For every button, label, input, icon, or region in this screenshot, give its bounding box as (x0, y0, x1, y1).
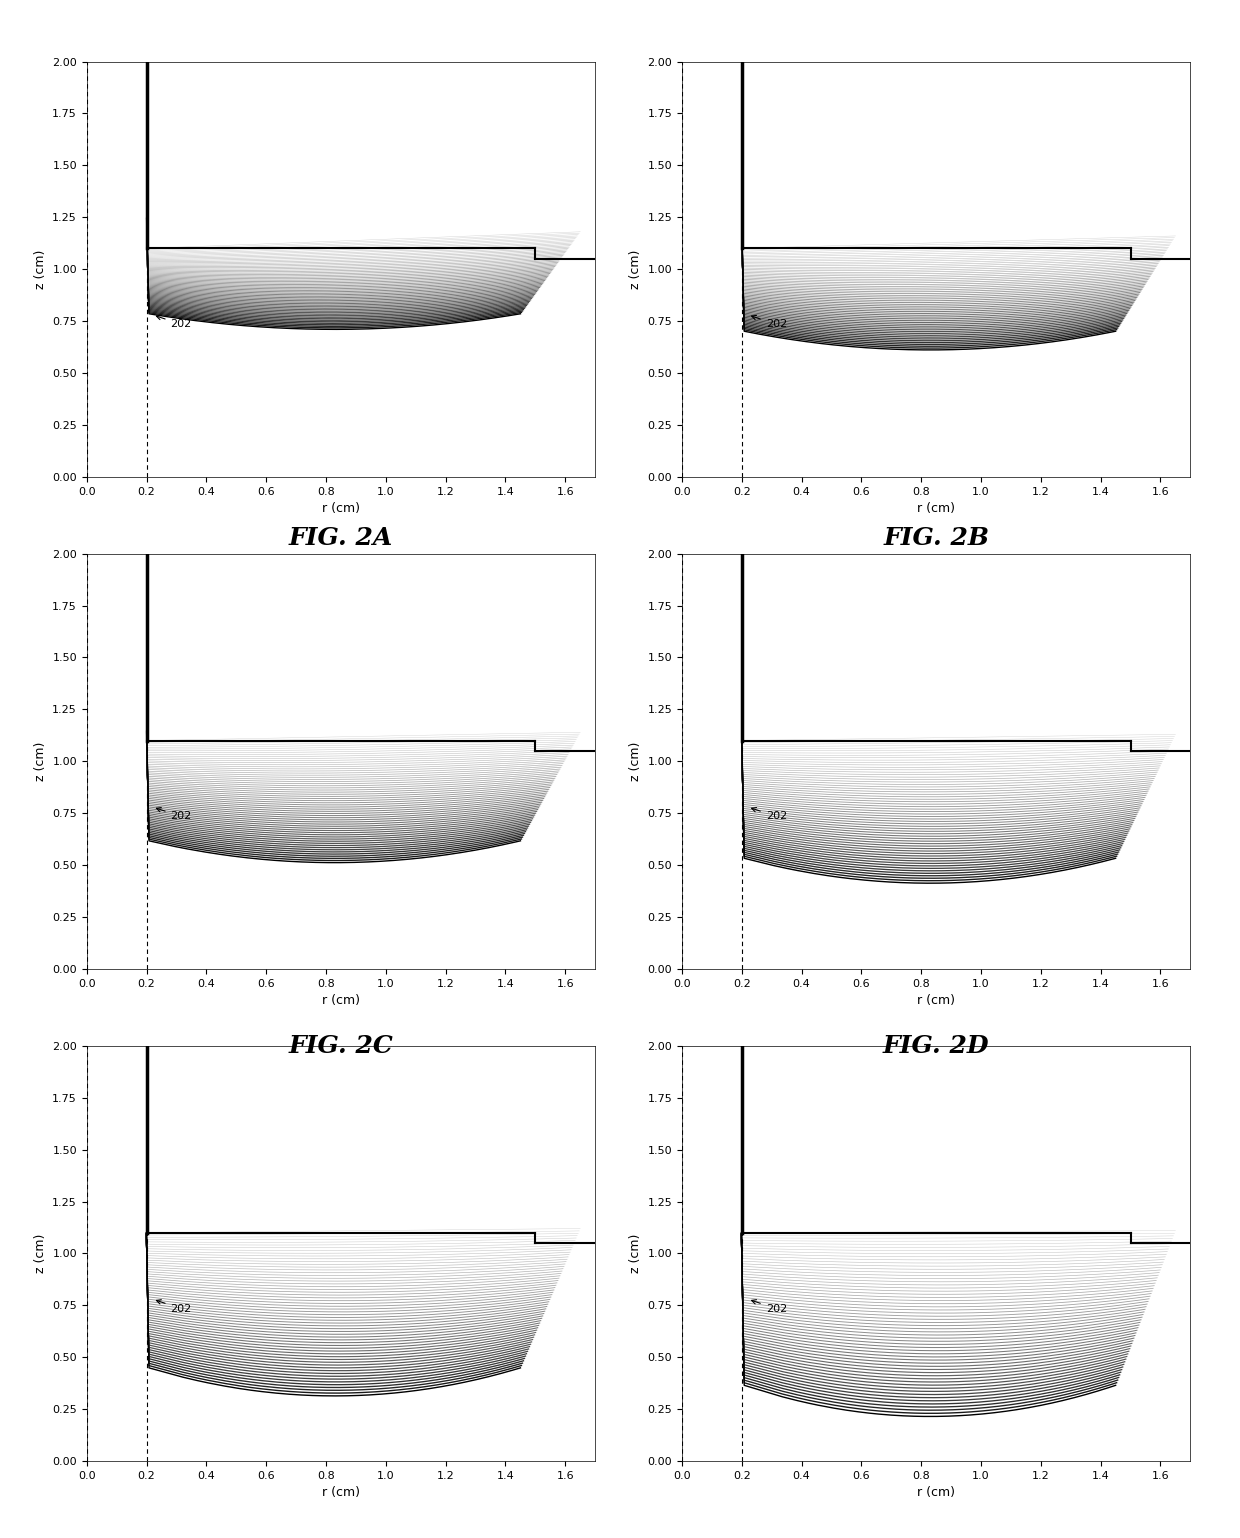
Text: FIG. 2D: FIG. 2D (883, 1034, 990, 1058)
X-axis label: r (cm): r (cm) (322, 994, 360, 1007)
Y-axis label: z (cm): z (cm) (629, 249, 642, 289)
Text: 202: 202 (156, 315, 192, 329)
X-axis label: r (cm): r (cm) (322, 501, 360, 515)
Y-axis label: z (cm): z (cm) (33, 249, 47, 289)
Y-axis label: z (cm): z (cm) (629, 1233, 642, 1273)
Text: FIG. 2B: FIG. 2B (883, 526, 990, 551)
X-axis label: r (cm): r (cm) (918, 501, 955, 515)
Text: 202: 202 (156, 1300, 192, 1313)
Text: 202: 202 (156, 807, 192, 821)
Text: 202: 202 (751, 807, 787, 821)
X-axis label: r (cm): r (cm) (322, 1486, 360, 1500)
Y-axis label: z (cm): z (cm) (33, 741, 47, 781)
Text: 202: 202 (751, 315, 787, 329)
Text: FIG. 2C: FIG. 2C (289, 1034, 393, 1058)
Y-axis label: z (cm): z (cm) (629, 741, 642, 781)
Y-axis label: z (cm): z (cm) (33, 1233, 47, 1273)
Text: FIG. 2A: FIG. 2A (289, 526, 393, 551)
Text: 202: 202 (751, 1300, 787, 1313)
X-axis label: r (cm): r (cm) (918, 994, 955, 1007)
X-axis label: r (cm): r (cm) (918, 1486, 955, 1500)
